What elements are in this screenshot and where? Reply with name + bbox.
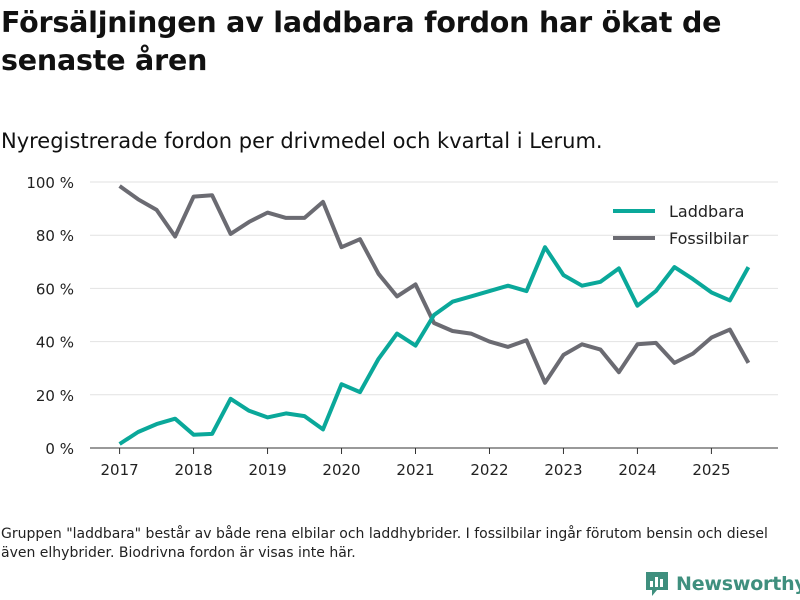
- brand-name: Newsworthy: [676, 573, 800, 595]
- series-line-laddbara: [118, 245, 751, 446]
- y-tick-label: 60 %: [36, 280, 74, 298]
- y-tick-label: 0 %: [45, 440, 74, 458]
- legend-label-fossilbilar: Fossilbilar: [669, 229, 749, 248]
- x-tick-label: 2019: [248, 461, 286, 479]
- y-tick-label: 20 %: [36, 387, 74, 405]
- y-tick-label: 100 %: [26, 174, 74, 192]
- chart-subtitle: Nyregistrerade fordon per drivmedel och …: [1, 129, 603, 153]
- y-tick-label: 40 %: [36, 334, 74, 352]
- legend-label-laddbara: Laddbara: [669, 202, 744, 221]
- x-tick-label: 2024: [618, 461, 656, 479]
- line-chart: 0 % 20 % 40 % 60 % 80 % 100 % 2017 2018 2019 2020…: [26, 174, 778, 479]
- chart-title: Försäljningen av laddbara fordon har öka…: [1, 6, 722, 77]
- x-tick-label: 2021: [396, 461, 434, 479]
- x-tick-label: 2020: [322, 461, 360, 479]
- series-line-fossilbilar: [118, 184, 751, 385]
- x-tick-label: 2023: [544, 461, 582, 479]
- x-tick-label: 2022: [470, 461, 508, 479]
- newsworthy-icon: [646, 572, 668, 596]
- x-tick-label: 2018: [174, 461, 212, 479]
- y-tick-label: 80 %: [36, 227, 74, 245]
- x-tick-label: 2017: [100, 461, 138, 479]
- footnote: Gruppen "laddbara" består av både rena e…: [1, 526, 768, 561]
- x-tick-label: 2025: [692, 461, 730, 479]
- brand-logo: Newsworthy: [644, 569, 800, 599]
